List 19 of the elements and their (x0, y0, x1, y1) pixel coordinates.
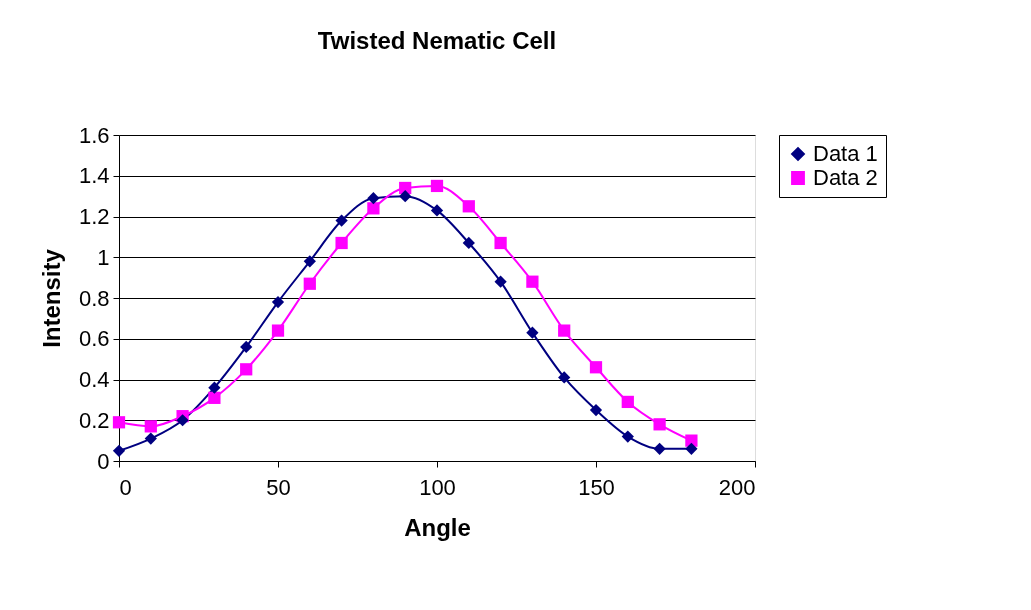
x-tick-label: 200 (718, 474, 756, 500)
legend-label: Data 2 (813, 165, 878, 190)
y-tick-label: 0.6 (78, 326, 110, 352)
y-tick-label: 1.6 (78, 122, 110, 148)
y-tick-label: 1.4 (78, 163, 110, 189)
y-tick-label: 0.8 (78, 285, 110, 311)
y-tick-label: 1.2 (78, 204, 110, 229)
y-tick-label: 0.2 (78, 407, 110, 433)
y-axis-title: Intensity (37, 248, 65, 348)
legend-label: Data 1 (813, 141, 878, 166)
x-axis-title: Angle (404, 513, 471, 541)
y-tick-label: 0 (97, 448, 110, 474)
x-tick-label: 50 (266, 474, 291, 500)
y-tick-label: 0.4 (78, 367, 110, 392)
y-tick-label: 1 (97, 244, 110, 270)
chart-title: Twisted Nematic Cell (317, 27, 557, 54)
x-tick-label: 150 (578, 474, 615, 500)
x-tick-label: 0 (119, 474, 132, 500)
x-tick-label: 100 (419, 474, 456, 500)
